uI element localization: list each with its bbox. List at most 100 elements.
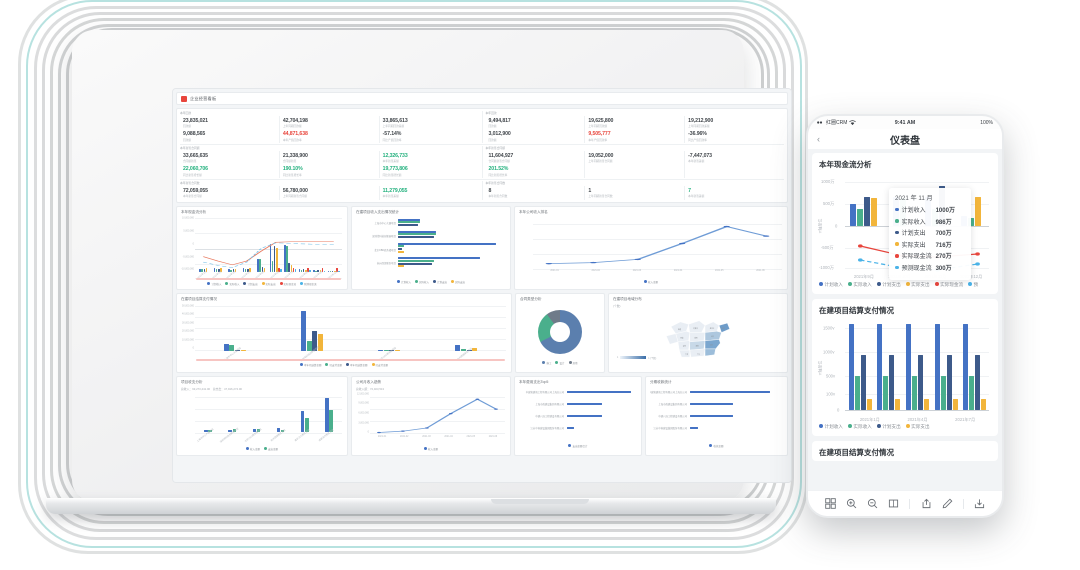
- bar[interactable]: [889, 355, 895, 410]
- phone-content[interactable]: 本年现金流分析 Y轴单位 1000万 500万 0 -500万 -1000万: [808, 149, 1002, 504]
- bar[interactable]: [223, 344, 229, 351]
- bar[interactable]: [952, 399, 958, 410]
- bar[interactable]: [975, 355, 981, 410]
- bar[interactable]: [383, 349, 389, 351]
- bar[interactable]: [307, 267, 309, 272]
- bar[interactable]: [234, 349, 240, 351]
- bar[interactable]: [969, 376, 975, 410]
- panel-contract-type[interactable]: 合同类型分析 施工 设计 其他: [515, 292, 605, 373]
- bar[interactable]: [319, 270, 322, 272]
- hbar[interactable]: [398, 265, 404, 268]
- chart-contract-type[interactable]: [520, 304, 600, 360]
- bar[interactable]: [215, 269, 218, 272]
- bar[interactable]: [321, 267, 324, 272]
- panel-project-income[interactable]: 项目收支分析 总收入：63,273,441.00 总支出：47,916,274.…: [176, 375, 348, 456]
- hbar[interactable]: [398, 236, 434, 239]
- chart-cashflow[interactable]: 10,000,000 5,000,000 0 -5,000,000 -10,00…: [181, 216, 343, 281]
- bar[interactable]: [975, 196, 982, 226]
- bar[interactable]: [201, 269, 203, 272]
- bar[interactable]: [864, 196, 871, 226]
- hbar[interactable]: [398, 247, 402, 250]
- bar[interactable]: [280, 269, 282, 272]
- hbar[interactable]: [398, 230, 436, 233]
- bar[interactable]: [276, 248, 278, 272]
- hbar[interactable]: [398, 221, 420, 224]
- chart-settlement[interactable]: 50,000,000 40,000,000 30,000,000 20,000,000…: [181, 304, 507, 362]
- bar[interactable]: [895, 399, 901, 410]
- zoom-in-icon[interactable]: [846, 498, 857, 509]
- bar[interactable]: [203, 269, 206, 272]
- bar[interactable]: [857, 208, 864, 226]
- bar[interactable]: [981, 399, 987, 410]
- bar[interactable]: [946, 355, 952, 410]
- bar[interactable]: [234, 268, 237, 272]
- chart-project-progress[interactable]: 上海市中心大厦项目 深圳湾科技创新园项目 北京CBD商务楼项目 杭州西湖新区项目: [356, 217, 506, 279]
- panel-cost-top[interactable]: 本年费用支出Top5 中建筑建筑工程有限公司上海分公司 上海市政建设集团有限公司中…: [514, 375, 642, 456]
- bar[interactable]: [294, 269, 297, 272]
- bar[interactable]: [325, 397, 329, 432]
- bar[interactable]: [317, 270, 319, 272]
- bar[interactable]: [300, 410, 305, 432]
- zoom-out-icon[interactable]: [867, 498, 878, 509]
- hbar[interactable]: [398, 245, 404, 248]
- phone-card-settlement-2[interactable]: 在建项目结算支付情况: [812, 441, 998, 461]
- bar[interactable]: [218, 268, 220, 272]
- bar[interactable]: [229, 344, 235, 351]
- bar[interactable]: [244, 269, 247, 272]
- bar[interactable]: [249, 268, 251, 272]
- bar[interactable]: [247, 268, 249, 272]
- hbar[interactable]: [567, 403, 602, 406]
- bar[interactable]: [240, 349, 246, 351]
- share-icon[interactable]: [921, 498, 932, 509]
- bar[interactable]: [257, 258, 259, 272]
- chart-phone-settlement[interactable]: Y轴单位 1500v 1000v 500v 100v 0 2021年1月 2021…: [817, 320, 991, 422]
- hbar[interactable]: [398, 218, 420, 221]
- hbar[interactable]: [690, 414, 734, 417]
- bar[interactable]: [302, 269, 305, 272]
- hbar[interactable]: [398, 250, 404, 253]
- chart-income-trend[interactable]: 12,000,000 9,000,000 6,000,000 3,000,000 0: [356, 392, 506, 446]
- bar[interactable]: [315, 270, 317, 272]
- bar[interactable]: [228, 269, 230, 272]
- bar[interactable]: [338, 270, 340, 272]
- bar[interactable]: [276, 428, 281, 432]
- hbar[interactable]: [398, 224, 418, 227]
- hbar[interactable]: [690, 403, 734, 406]
- phone-card-cashflow[interactable]: 本年现金流分析 Y轴单位 1000万 500万 0 -500万 -1000万: [812, 153, 998, 294]
- bar[interactable]: [208, 430, 212, 432]
- hbar[interactable]: [567, 414, 602, 417]
- bar[interactable]: [286, 245, 288, 272]
- bar[interactable]: [313, 270, 315, 272]
- bar[interactable]: [329, 409, 333, 432]
- panel-cashflow[interactable]: 本年现金流分析 10,000,000 5,000,000 0 -5,000,00…: [176, 205, 348, 290]
- bar[interactable]: [306, 340, 312, 351]
- grid-icon[interactable]: [825, 498, 836, 509]
- bar[interactable]: [259, 259, 261, 272]
- hbar[interactable]: [567, 391, 631, 394]
- phone-card-settlement[interactable]: 在建项目结算支付情况 Y轴单位 1500v 1000v 500v 100v 0 …: [812, 299, 998, 436]
- bar[interactable]: [273, 245, 276, 272]
- bar[interactable]: [850, 203, 857, 226]
- bar[interactable]: [378, 349, 384, 351]
- fullscreen-icon[interactable]: [888, 498, 899, 509]
- phone-toolbar[interactable]: [808, 490, 1002, 516]
- bar[interactable]: [334, 270, 336, 272]
- bar[interactable]: [271, 261, 274, 272]
- bar[interactable]: [917, 355, 923, 410]
- range-slider[interactable]: [196, 358, 505, 361]
- bar[interactable]: [204, 430, 208, 432]
- bar[interactable]: [336, 267, 338, 272]
- chart-project-income[interactable]: 上海市中心大厦项目 深圳湾科技创新园项目 北京CBD商务楼项目 杭州西湖新区项目 南京江…: [181, 392, 343, 446]
- bar[interactable]: [252, 429, 257, 432]
- chart-period-summary[interactable]: 中建筑建筑工程有限公司上海分公司 上海市政建设集团有限公司 中建八局工程建设有限公司…: [650, 387, 783, 443]
- bar[interactable]: [911, 376, 917, 410]
- bar[interactable]: [871, 198, 878, 226]
- bar[interactable]: [327, 270, 330, 272]
- bar[interactable]: [940, 376, 946, 410]
- bar[interactable]: [261, 267, 264, 272]
- bar[interactable]: [395, 349, 401, 351]
- chevron-left-icon[interactable]: ‹: [817, 133, 820, 144]
- panel-region-map[interactable]: 在建项目地域分布 (个数): [608, 292, 788, 373]
- bar[interactable]: [278, 268, 280, 272]
- bar[interactable]: [280, 429, 285, 432]
